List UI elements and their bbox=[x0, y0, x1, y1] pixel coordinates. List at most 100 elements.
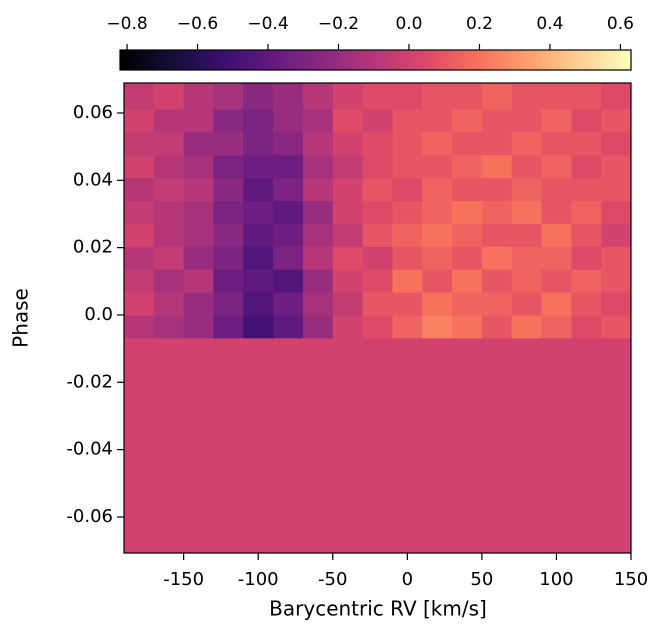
colorbar-segment bbox=[160, 50, 165, 70]
heatmap-cell bbox=[571, 200, 602, 224]
colorbar-segment bbox=[130, 50, 134, 70]
heatmap-cell bbox=[124, 83, 155, 110]
heatmap-cell bbox=[362, 200, 393, 224]
colorbar-segment bbox=[439, 50, 443, 70]
heatmap-cell bbox=[422, 292, 453, 316]
heatmap-cell bbox=[153, 337, 185, 554]
heatmap-cell bbox=[362, 154, 393, 179]
heatmap-cell bbox=[332, 154, 364, 179]
heatmap-cell bbox=[153, 246, 185, 270]
heatmap-cell bbox=[452, 200, 483, 224]
heatmap-cell bbox=[422, 269, 453, 293]
heatmap-cell bbox=[213, 177, 244, 201]
heatmap-cell bbox=[243, 200, 274, 224]
colorbar-segment bbox=[298, 50, 303, 70]
x-tick-label: -50 bbox=[318, 569, 347, 590]
colorbar-segment bbox=[127, 50, 131, 70]
colorbar-segment bbox=[477, 50, 481, 70]
heatmap-cell bbox=[302, 246, 334, 270]
heatmap-cell bbox=[601, 131, 632, 156]
colorbar-segment bbox=[464, 50, 469, 70]
heatmap-cell bbox=[422, 108, 453, 133]
colorbar-tick-label: 0.0 bbox=[395, 14, 422, 34]
heatmap-cell bbox=[362, 292, 393, 316]
colorbar-segment bbox=[332, 50, 336, 70]
colorbar-segment bbox=[628, 50, 632, 70]
heatmap-cell bbox=[452, 177, 483, 201]
heatmap-cell bbox=[362, 314, 393, 339]
heatmap-cell bbox=[332, 337, 364, 554]
heatmap-cell bbox=[541, 269, 572, 293]
colorbar-segment bbox=[372, 50, 377, 70]
colorbar-segment bbox=[454, 50, 458, 70]
colorbar-segment bbox=[475, 50, 479, 70]
colorbar-segment bbox=[541, 50, 545, 70]
colorbar-segment bbox=[608, 50, 612, 70]
colorbar-segment bbox=[554, 50, 558, 70]
heatmap-cell bbox=[273, 108, 304, 133]
heatmap-cell bbox=[273, 200, 304, 224]
heatmap-cell bbox=[601, 200, 632, 224]
colorbar-segment bbox=[426, 50, 430, 70]
heatmap-cell bbox=[392, 292, 423, 316]
y-tick-label: 0.02 bbox=[73, 237, 113, 258]
colorbar-segment bbox=[526, 50, 530, 70]
heatmap-cell bbox=[332, 83, 364, 110]
colorbar-segment bbox=[311, 50, 315, 70]
colorbar-segment bbox=[559, 50, 563, 70]
colorbar-segment bbox=[459, 50, 463, 70]
heatmap-cell bbox=[153, 223, 185, 247]
heatmap-cell bbox=[302, 83, 334, 110]
colorbar-segment bbox=[240, 50, 244, 70]
colorbar-segment bbox=[620, 50, 624, 70]
heatmap-cell bbox=[571, 108, 602, 133]
heatmap-cell bbox=[243, 314, 274, 339]
heatmap-cell bbox=[213, 83, 244, 110]
heatmap-cell bbox=[541, 246, 572, 270]
heatmap-cell bbox=[273, 223, 304, 247]
colorbar-segment bbox=[137, 50, 142, 70]
colorbar-segment bbox=[487, 50, 492, 70]
heatmap-cell bbox=[183, 314, 214, 339]
colorbar-segment bbox=[569, 50, 573, 70]
colorbar-segment bbox=[567, 50, 571, 70]
colorbar-segment bbox=[378, 50, 382, 70]
heatmap-cell bbox=[153, 292, 185, 316]
heatmap-cell bbox=[362, 83, 393, 110]
heatmap-cell bbox=[422, 337, 453, 554]
heatmap-cell bbox=[541, 177, 572, 201]
heatmap-cell bbox=[511, 314, 543, 339]
colorbar-segment bbox=[600, 50, 604, 70]
colorbar-segment bbox=[265, 50, 269, 70]
heatmap-cell bbox=[422, 314, 453, 339]
colorbar-segment bbox=[260, 50, 264, 70]
colorbar-segment bbox=[242, 50, 246, 70]
heatmap-cell bbox=[124, 200, 155, 224]
colorbar-segment bbox=[173, 50, 177, 70]
colorbar-segment bbox=[196, 50, 200, 70]
heatmap-cell bbox=[511, 200, 543, 224]
colorbar-segment bbox=[574, 50, 578, 70]
heatmap-cell bbox=[601, 269, 632, 293]
heatmap-cell bbox=[422, 200, 453, 224]
heatmap-cell bbox=[601, 292, 632, 316]
colorbar-segment bbox=[120, 50, 124, 70]
colorbar-segment bbox=[132, 50, 136, 70]
heatmap-cell bbox=[183, 246, 214, 270]
colorbar-segment bbox=[232, 50, 236, 70]
heatmap-cell bbox=[153, 83, 185, 110]
colorbar-segment bbox=[355, 50, 359, 70]
colorbar-segment bbox=[618, 50, 622, 70]
colorbar-segment bbox=[493, 50, 497, 70]
colorbar-segment bbox=[150, 50, 154, 70]
colorbar-segment bbox=[495, 50, 499, 70]
colorbar-segment bbox=[431, 50, 435, 70]
heatmap-cell bbox=[392, 83, 423, 110]
colorbar-segment bbox=[388, 50, 392, 70]
colorbar-segment bbox=[390, 50, 394, 70]
colorbar-segment bbox=[449, 50, 453, 70]
heatmap-cell bbox=[452, 223, 483, 247]
heatmap-cell bbox=[452, 337, 483, 554]
heatmap-cell bbox=[481, 200, 513, 224]
heatmap-cell bbox=[243, 337, 274, 554]
